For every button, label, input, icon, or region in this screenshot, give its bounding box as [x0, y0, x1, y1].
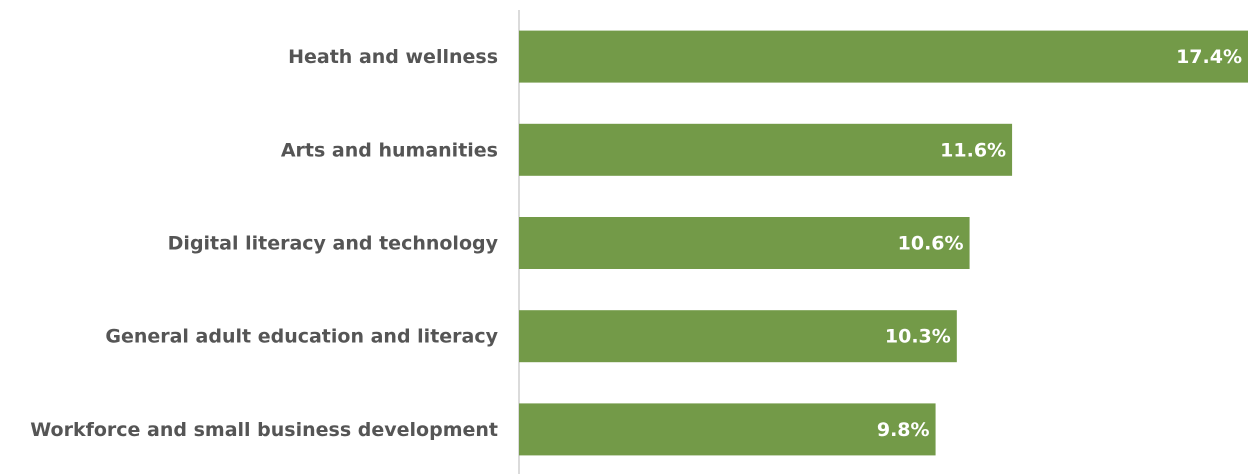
bar: [519, 30, 1248, 83]
value-label: 10.3%: [885, 326, 951, 348]
category-label: Digital literacy and technology: [168, 233, 499, 255]
category-label: Workforce and small business development: [30, 419, 498, 441]
bar: [519, 217, 970, 269]
value-label: 11.6%: [940, 139, 1006, 161]
value-label: 17.4%: [1176, 46, 1242, 68]
bar: [519, 310, 957, 363]
bar: [519, 403, 936, 456]
value-label: 9.8%: [877, 419, 930, 441]
category-label: General adult education and literacy: [105, 326, 498, 348]
bar: [519, 123, 1013, 176]
value-label: 10.6%: [898, 233, 964, 255]
category-label: Heath and wellness: [288, 46, 498, 68]
category-label: Arts and humanities: [281, 139, 498, 161]
